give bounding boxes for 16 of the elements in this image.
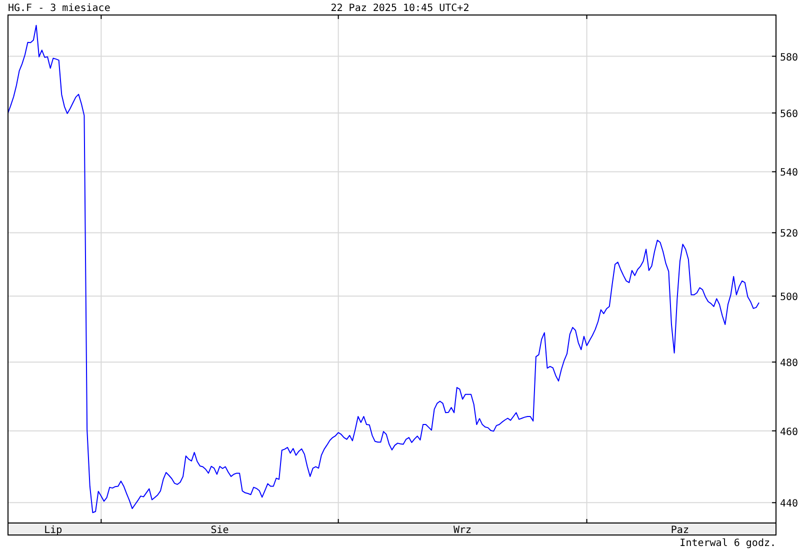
- y-tick-label: 560: [780, 108, 798, 120]
- chart-title: HG.F - 3 miesiace: [8, 3, 110, 14]
- y-tick-label: 580: [780, 52, 798, 64]
- x-tick-label: Sie: [210, 525, 229, 536]
- y-tick-label: 540: [780, 168, 798, 179]
- x-tick-label: Paz: [670, 525, 689, 536]
- y-tick-label: 500: [780, 292, 798, 304]
- x-tick-label: Lip: [44, 525, 62, 536]
- line-series: [8, 24, 760, 514]
- y-tick-label: 520: [780, 228, 798, 240]
- y-tick-label: 480: [780, 358, 798, 370]
- chart-subtitle: 22 Paz 2025 10:45 UTC+2: [330, 3, 470, 14]
- text: Interwal 6 godz.: [680, 538, 776, 549]
- y-tick-label: 440: [780, 498, 798, 510]
- y-tick-label: 460: [780, 426, 798, 438]
- x-tick-label: Wrz: [454, 525, 472, 536]
